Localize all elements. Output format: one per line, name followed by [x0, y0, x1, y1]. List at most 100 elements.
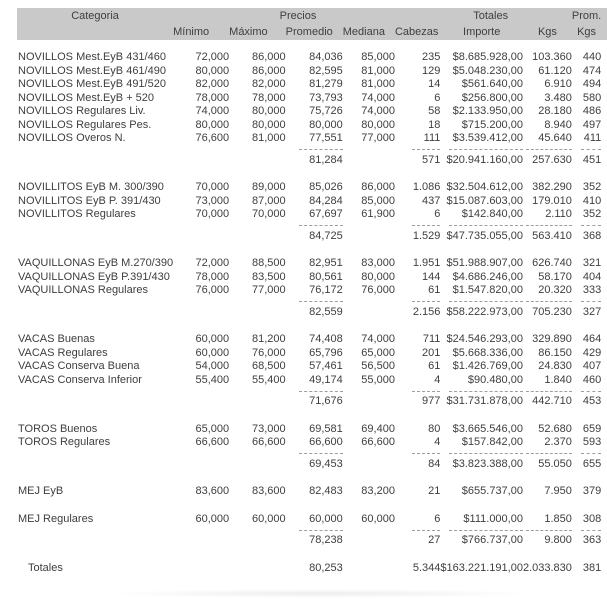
cell-prom-kgs: 580 — [582, 91, 602, 104]
subtotal-cell-kgs: 563.410 — [532, 229, 572, 242]
cell-categoria: NOVILLOS Overos N. — [18, 132, 126, 145]
table-body: NOVILLOS Mest.EyB 431/460 72,000 86,000 84,… — [17, 40, 607, 575]
separator-cell-kgs — [523, 450, 572, 458]
totals-cell-categoria: Totales — [28, 561, 63, 574]
cell-categoria: VACAS Conserva Buena — [18, 360, 140, 373]
subtotal-cell-categoria — [17, 230, 173, 244]
table-row: NOVILLOS Regulares Pes. 80,000 80,000 80,00… — [17, 119, 607, 133]
subtotal-row: 82,559 2.156 $58.222.973,00 705.230 327 — [17, 306, 607, 320]
totals-cell-promedio: 80,253 — [309, 561, 343, 574]
cell-categoria: TOROS Buenos — [18, 422, 98, 435]
subtotal-cell-kgs: 55.050 — [538, 457, 572, 470]
separator-cell-promedio — [286, 222, 343, 230]
cell-kgs: 52.680 — [538, 422, 572, 435]
cell-mediana: 83,000 — [361, 257, 395, 270]
cell-mediana: 81,000 — [361, 64, 395, 77]
cell-mediana: 80,000 — [361, 270, 395, 283]
totals-cell-kgs: 2.033.830 — [522, 561, 572, 574]
cell-minimo: 72,000 — [195, 51, 230, 64]
subtotal-cell-categoria — [17, 306, 173, 320]
subtotal-cell-importe: $58.222.973,00 — [446, 305, 523, 318]
subtotal-cell-mediana — [343, 458, 395, 472]
table-row: TOROS Regulares 66,600 66,600 66,600 66,600 4… — [17, 436, 607, 450]
table-row: NOVILLITOS EyB P. 391/430 73,000 87,000 84,… — [17, 195, 607, 209]
cell-promedio: 77,551 — [309, 132, 343, 145]
cell-mediana: 86,000 — [361, 181, 395, 194]
subtotal-cell-cabezas: 571 — [422, 153, 441, 166]
cell-mediana: 61,900 — [361, 208, 395, 221]
cell-maximo: 81,200 — [252, 333, 286, 346]
cell-prom-kgs: 333 — [582, 284, 602, 297]
cell-cabezas: 201 — [422, 346, 441, 359]
subtotal-cell-mediana — [343, 534, 395, 548]
cell-prom-kgs: 352 — [582, 208, 602, 221]
cell-categoria: VACAS Regulares — [18, 346, 108, 359]
cell-maximo: 66,600 — [252, 436, 286, 449]
col-group-precios: Precios — [173, 8, 395, 24]
subtotal-cell-minimo — [173, 306, 229, 320]
table-row: NOVILLITOS Regulares 70,000 70,000 67,697 61… — [17, 208, 607, 222]
col-header-minimo: Mínimo — [173, 24, 230, 40]
table-row: VACAS Regulares 60,000 76,000 65,796 65,000 2… — [17, 347, 607, 361]
cell-importe: $561.640,00 — [461, 78, 523, 91]
dashed-rule — [525, 529, 572, 531]
cell-minimo: 70,000 — [195, 181, 230, 194]
separator-cell-minimo — [173, 146, 229, 154]
subtotal-cell-minimo — [173, 230, 229, 244]
subtotal-cell-prom-kgs: 327 — [582, 305, 602, 318]
cell-minimo: 78,000 — [195, 91, 230, 104]
separator-cell-categoria — [17, 387, 173, 395]
cell-minimo: 55,400 — [195, 373, 230, 386]
col-group-totales: Totales — [440, 8, 523, 24]
separator-cell-categoria — [17, 222, 173, 230]
dashed-rule — [525, 453, 572, 454]
subtotal-row: 84,725 1.529 $47.735.055,00 563.410 368 — [17, 230, 607, 244]
col-header-cabezas: Cabezas — [394, 24, 441, 40]
cell-maximo: 77,000 — [252, 284, 286, 297]
dashed-rule — [448, 225, 523, 226]
spacer-row — [17, 471, 607, 485]
cell-mediana: 65,000 — [361, 346, 395, 359]
cell-kgs: 24.830 — [538, 360, 572, 373]
cell-prom-kgs: 464 — [582, 333, 602, 346]
cell-promedio: 81,279 — [309, 78, 343, 91]
cell-mediana: 80,000 — [361, 118, 395, 131]
subtotal-row: 78,238 27 $766.737,00 9.800 363 — [17, 534, 607, 548]
dashed-rule — [298, 390, 343, 392]
separator-cell-importe — [440, 387, 523, 395]
cell-importe: $2.133.950,00 — [452, 105, 523, 118]
cell-kgs: 7.950 — [544, 485, 572, 498]
separator-cell-cabezas — [395, 387, 441, 395]
subtotal-cell-cabezas: 1.529 — [412, 229, 441, 242]
totals-cell-mediana — [343, 562, 395, 576]
cell-minimo: 72,000 — [195, 257, 230, 270]
separator-cell-kgs — [523, 298, 572, 306]
cell-mediana: 55,000 — [361, 373, 395, 386]
subtotal-cell-kgs: 705.230 — [532, 305, 572, 318]
cell-categoria: NOVILLOS Mest.EyB + 520 — [18, 91, 155, 104]
cell-kgs: 45.640 — [538, 132, 572, 145]
separator-cell-minimo — [173, 526, 229, 534]
cell-kgs: 8.940 — [544, 118, 572, 131]
cell-kgs: 61.120 — [538, 64, 572, 77]
cell-promedio: 65,796 — [309, 346, 343, 359]
subtotal-row: 81,284 571 $20.941.160,00 257.630 451 — [17, 154, 607, 168]
cell-maximo: 86,000 — [252, 51, 286, 64]
spacer-cell — [17, 243, 607, 257]
cell-minimo: 80,000 — [195, 118, 230, 131]
cell-prom-kgs: 411 — [583, 132, 602, 145]
dashed-rule — [298, 301, 343, 302]
cell-cabezas: 235 — [422, 51, 441, 64]
cell-mediana: 74,000 — [361, 105, 395, 118]
col-header-maximo: Máximo — [229, 24, 286, 40]
cell-mediana: 60,000 — [361, 512, 395, 525]
separator-cell-prom-kgs — [572, 298, 607, 306]
subtotal-cell-prom-kgs: 453 — [582, 395, 602, 408]
subtotal-cell-kgs: 442.710 — [532, 395, 572, 408]
cell-maximo: 86,000 — [252, 64, 286, 77]
subtotal-cell-cabezas: 977 — [422, 395, 441, 408]
cell-categoria: NOVILLOS Mest.EyB 431/460 — [18, 51, 166, 64]
cell-mediana: 77,000 — [361, 132, 395, 145]
cell-mediana: 69,400 — [361, 422, 395, 435]
cell-mediana: 74,000 — [361, 91, 395, 104]
